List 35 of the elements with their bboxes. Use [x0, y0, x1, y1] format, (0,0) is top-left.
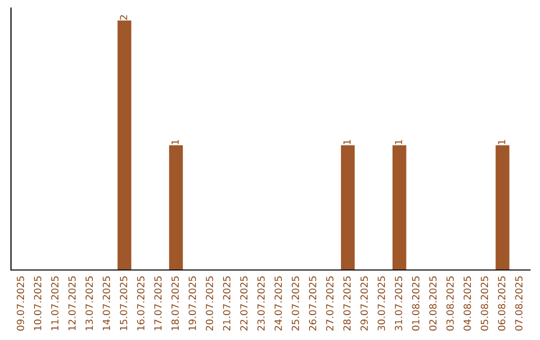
data-label: 2 [120, 15, 128, 20]
x-tick-label: 10.07.2025 [34, 276, 42, 330]
x-tick-label: 07.08.2025 [515, 276, 523, 331]
x-tick-label: 14.07.2025 [102, 276, 110, 330]
data-label: 1 [343, 140, 351, 144]
x-tick-label: 05.08.2025 [480, 276, 488, 331]
x-tick-label: 24.07.2025 [274, 276, 282, 331]
x-tick-label: 04.08.2025 [464, 276, 471, 331]
x-tick-label: 18.07.2025 [171, 276, 179, 330]
x-tick-label: 12.07.2025 [68, 276, 76, 330]
x-tick-label: 16.07.2025 [137, 276, 144, 330]
x-tick-label: 11.07.2025 [51, 276, 59, 330]
data-label: 1 [172, 140, 179, 144]
x-tick-label: 15.07.2025 [120, 276, 128, 330]
x-tick-label: 06.08.2025 [498, 276, 506, 331]
x-tick-label: 26.07.2025 [308, 276, 316, 331]
x-tick-label: 20.07.2025 [206, 276, 214, 331]
x-tick-label: 21.07.2025 [223, 276, 230, 331]
data-label: 1 [498, 140, 506, 144]
x-tick-label: 22.07.2025 [240, 276, 248, 331]
data-label: 1 [394, 140, 402, 144]
x-tick-label: 19.07.2025 [188, 276, 196, 330]
x-tick-label: 13.07.2025 [86, 276, 93, 330]
x-tick-label: 30.07.2025 [378, 276, 386, 330]
x-tick-label: 23.07.2025 [257, 276, 265, 331]
x-tick-label: 27.07.2025 [326, 276, 334, 331]
x-tick-label: 09.07.2025 [16, 276, 24, 331]
x-tick-label: 29.07.2025 [360, 276, 368, 331]
x-tick-label: 31.07.2025 [394, 276, 402, 330]
x-tick-label: 02.08.2025 [429, 276, 437, 331]
x-tick-label: 03.08.2025 [446, 276, 454, 331]
x-tick-label: 01.08.2025 [412, 276, 420, 331]
x-tick-label: 17.07.2025 [154, 276, 162, 330]
x-tick-label: 28.07.2025 [343, 276, 351, 331]
x-tick-label: 25.07.2025 [292, 276, 300, 331]
